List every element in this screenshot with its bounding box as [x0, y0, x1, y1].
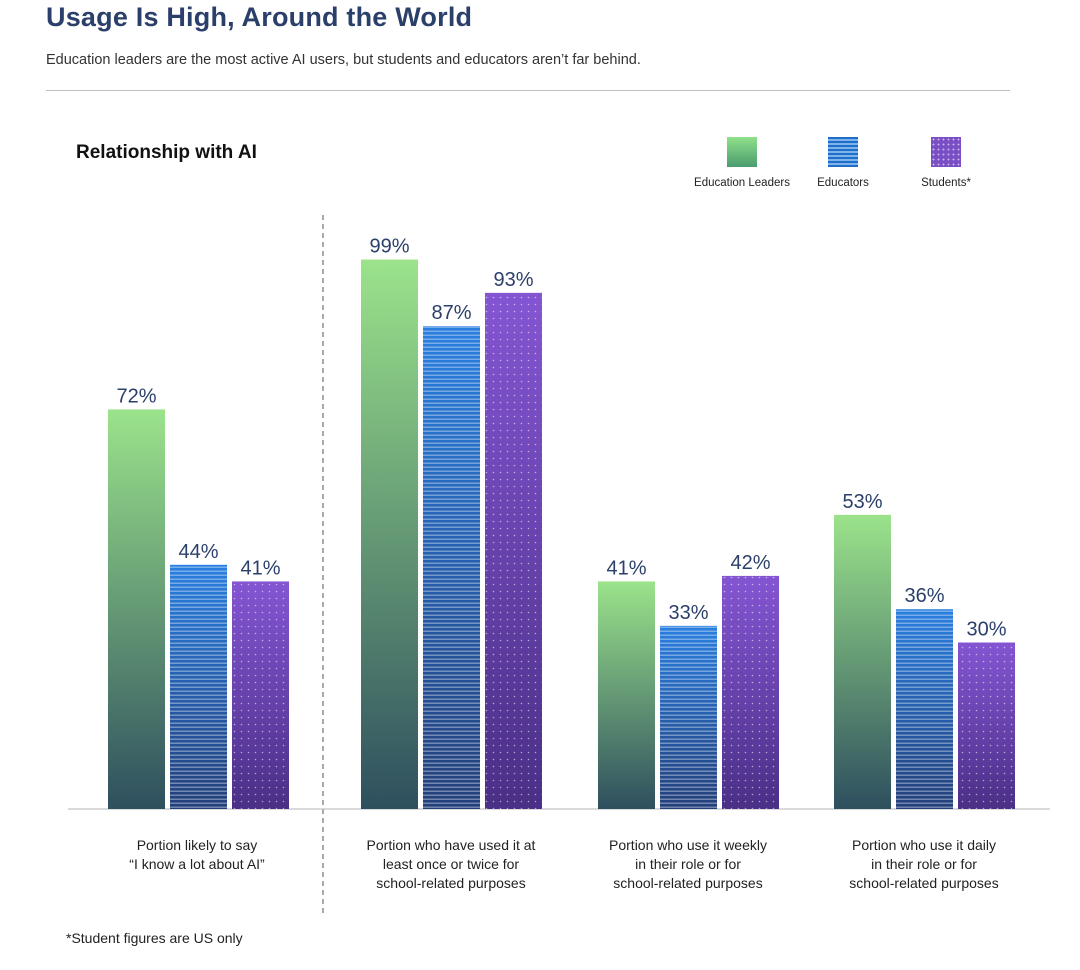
- bar-texture-students-1: [232, 581, 289, 809]
- legend-swatch-students: [931, 137, 961, 167]
- data-label-education-leaders-2: 99%: [369, 236, 409, 258]
- data-label-students-3: 42%: [730, 552, 770, 574]
- bar-texture-students-3: [722, 575, 779, 809]
- bar-texture-students-2: [485, 292, 542, 810]
- legend-item-students: Students*: [891, 137, 1001, 189]
- data-label-students-2: 93%: [493, 269, 533, 291]
- data-label-educators-3: 33%: [668, 602, 708, 624]
- bar-education-leaders-2: [361, 259, 418, 809]
- legend-swatch-education-leaders: [727, 137, 757, 167]
- data-label-education-leaders-4: 53%: [842, 491, 882, 513]
- legend-label-education-leaders: Education Leaders: [694, 177, 790, 189]
- page-title: Usage Is High, Around the World: [46, 2, 473, 32]
- legend-label-educators: Educators: [817, 177, 869, 189]
- bar-texture-educators-3: [660, 625, 717, 809]
- footnote: *Student figures are US only: [66, 930, 243, 946]
- category-label-3: Portion who use it weekly in their role …: [609, 837, 767, 891]
- bar-education-leaders-4: [834, 514, 891, 809]
- bar-texture-educators-2: [423, 326, 480, 809]
- data-label-education-leaders-3: 41%: [606, 557, 646, 579]
- category-label-4: Portion who use it daily in their role o…: [849, 837, 999, 891]
- data-label-educators-2: 87%: [431, 302, 471, 324]
- category-label-1: Portion likely to say “I know a lot abou…: [129, 837, 265, 872]
- bar-education-leaders-1: [108, 409, 165, 809]
- data-label-students-1: 41%: [240, 557, 280, 579]
- chart-title: Relationship with AI: [76, 142, 257, 163]
- bar-education-leaders-3: [598, 581, 655, 809]
- legend-item-educators: Educators: [788, 137, 898, 189]
- data-label-education-leaders-1: 72%: [116, 385, 156, 407]
- bar-texture-educators-4: [896, 609, 953, 809]
- legend-label-students: Students*: [921, 177, 971, 189]
- data-label-students-4: 30%: [966, 619, 1006, 641]
- legend-item-education-leaders: Education Leaders: [687, 137, 797, 189]
- page-subtitle: Education leaders are the most active AI…: [46, 52, 641, 68]
- bar-texture-educators-1: [170, 564, 227, 809]
- bar-texture-students-4: [958, 642, 1015, 809]
- data-label-educators-1: 44%: [178, 541, 218, 563]
- header-divider: [46, 90, 1010, 91]
- data-label-educators-4: 36%: [904, 585, 944, 607]
- category-label-2: Portion who have used it at least once o…: [366, 837, 536, 891]
- legend-swatch-educators: [828, 137, 858, 167]
